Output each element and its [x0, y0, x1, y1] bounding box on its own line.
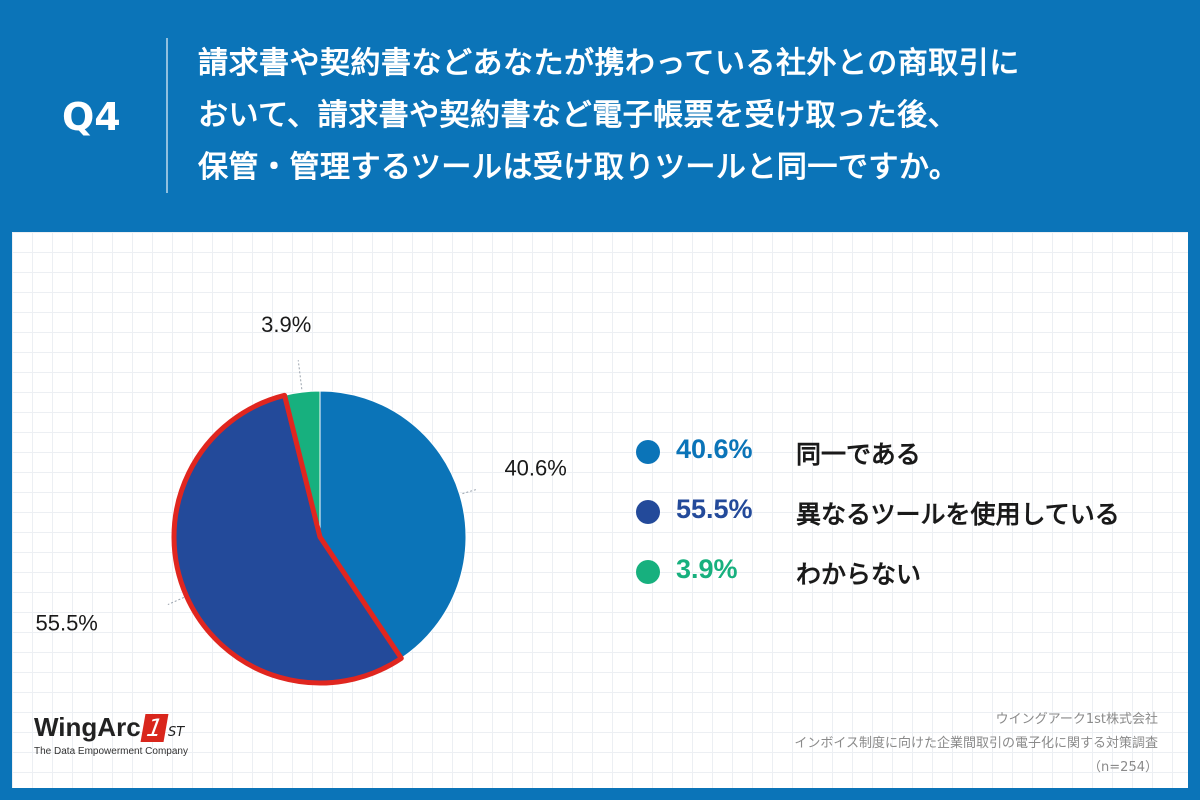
question-line: 請求書や契約書などあなたが携わっている社外との商取引に — [198, 46, 1020, 81]
company-logo: WingArc 1 ST The Data Empowerment Company — [34, 712, 188, 757]
legend-label: 同一である — [796, 440, 921, 469]
leader-line — [462, 488, 477, 495]
pie-label-unknown: 3.9% — [261, 312, 311, 337]
legend-value: 40.6% — [676, 434, 753, 464]
legend-dot-same — [636, 440, 660, 464]
source-company: ウイングアーク1st株式会社 — [995, 712, 1158, 727]
legend-value: 55.5% — [676, 494, 753, 524]
question-line: 保管・管理するツールは受け取りツールと同一ですか。 — [198, 150, 960, 185]
question-line: おいて、請求書や契約書など電子帳票を受け取った後、 — [198, 98, 959, 133]
logo-wordmark: WingArc — [34, 712, 141, 742]
legend-label: 異なるツールを使用している — [796, 500, 1120, 529]
legend-item: 40.6% 同一である — [636, 432, 1176, 472]
pie-slice-same — [319, 390, 467, 659]
pie-label-same: 40.6% — [504, 455, 566, 480]
highlight-outline — [171, 392, 404, 686]
leader-line — [297, 360, 303, 390]
legend-item: 3.9% わからない — [636, 552, 1176, 592]
legend-dot-different — [636, 500, 660, 524]
legend-label: わからない — [796, 560, 922, 589]
logo-tagline: The Data Empowerment Company — [34, 746, 188, 757]
source-survey: インボイス制度に向けた企業間取引の電子化に関する対策調査 — [794, 736, 1158, 751]
pie-chart: 40.6% 55.5% 3.9% — [35, 312, 567, 686]
logo-suffix: ST — [167, 725, 185, 740]
legend-dot-unknown — [636, 560, 660, 584]
question-text: 請求書や契約書などあなたが携わっている社外との商取引に おいて、請求書や契約書な… — [198, 38, 1178, 194]
source-sample: （n=254） — [1088, 760, 1158, 775]
header-divider — [166, 38, 168, 193]
header: Q4 請求書や契約書などあなたが携わっている社外との商取引に おいて、請求書や契… — [0, 0, 1200, 230]
legend-item: 55.5% 異なるツールを使用している — [636, 492, 1176, 532]
source-note: ウイングアーク1st株式会社 インボイス制度に向けた企業間取引の電子化に関する対… — [794, 708, 1158, 780]
logo-mark: 1 — [140, 714, 169, 742]
pie-label-different: 55.5% — [35, 611, 97, 636]
chart-panel: 40.6% 55.5% 3.9% 40.6% 同一である 55.5% 異なるツールを… — [12, 232, 1188, 788]
leader-line — [167, 596, 185, 605]
legend-value: 3.9% — [676, 554, 738, 584]
question-number: Q4 — [62, 95, 121, 139]
